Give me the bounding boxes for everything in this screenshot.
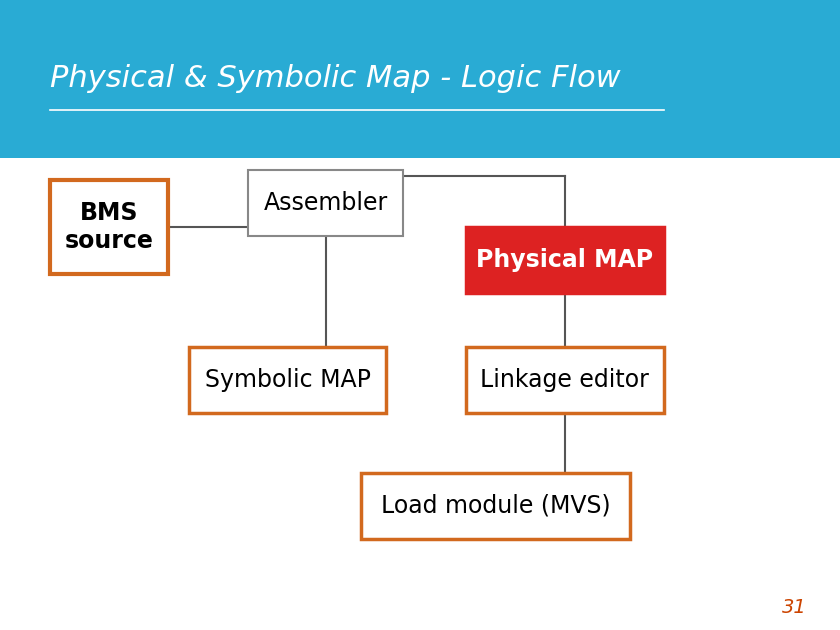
Text: Symbolic MAP: Symbolic MAP [205, 367, 370, 392]
FancyBboxPatch shape [466, 227, 664, 293]
FancyBboxPatch shape [189, 346, 386, 413]
Text: Linkage editor: Linkage editor [480, 367, 649, 392]
Text: BMS
source: BMS source [65, 201, 154, 253]
Text: Physical & Symbolic Map - Logic Flow: Physical & Symbolic Map - Logic Flow [50, 64, 621, 93]
FancyBboxPatch shape [466, 346, 664, 413]
Text: Physical MAP: Physical MAP [476, 248, 654, 272]
FancyBboxPatch shape [50, 180, 168, 274]
Text: 31: 31 [782, 598, 806, 617]
Text: Assembler: Assembler [264, 191, 387, 215]
FancyBboxPatch shape [248, 170, 403, 236]
Text: Load module (MVS): Load module (MVS) [381, 493, 611, 518]
FancyBboxPatch shape [361, 472, 630, 539]
FancyBboxPatch shape [0, 0, 840, 158]
